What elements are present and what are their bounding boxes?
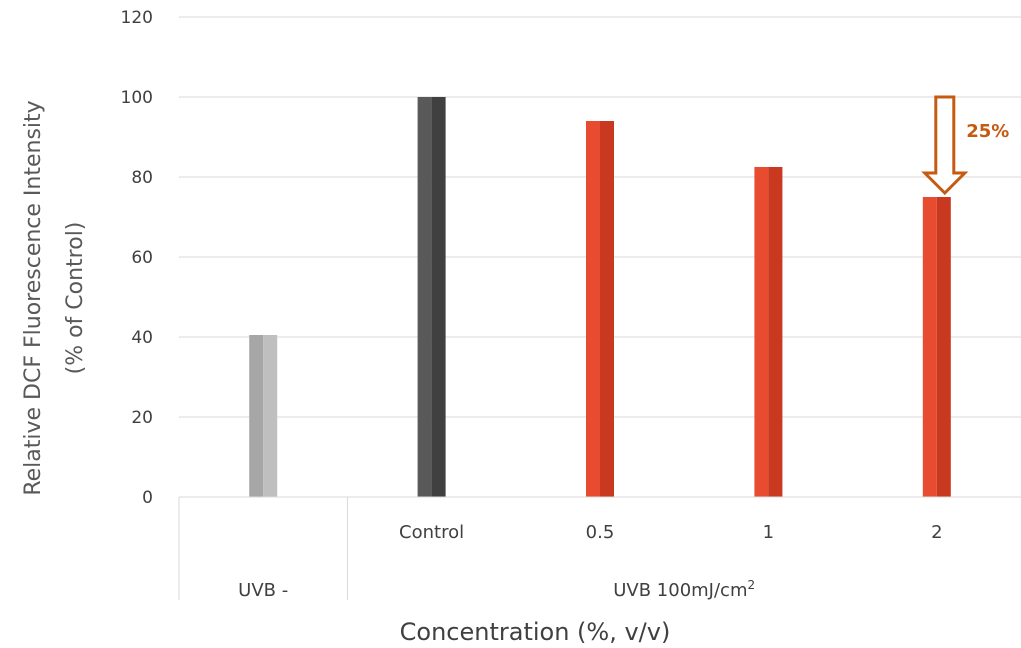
bar-left-face: [922, 197, 937, 497]
bar-right-face: [600, 121, 614, 497]
bar: [249, 335, 278, 497]
group-label-superscript: 2: [748, 578, 756, 592]
bar-left-face: [586, 121, 600, 497]
y-tick-label: 60: [131, 248, 153, 268]
y-tick-label: 0: [142, 488, 153, 508]
category-label: 0.5: [586, 522, 615, 543]
bar: [754, 167, 783, 497]
group-label: UVB 100mJ/cm2: [613, 578, 755, 601]
bar-left-face: [417, 97, 432, 497]
category-label: 2: [931, 522, 942, 543]
bars: [249, 97, 951, 497]
bar: [586, 121, 614, 497]
y-tick-labels: 0 20 40 60 80 100 120: [121, 8, 153, 508]
category-label: 1: [763, 522, 774, 543]
bar-left-face: [249, 335, 264, 497]
group-label: UVB -: [238, 580, 288, 601]
x-axis-title: Concentration (%, v/v): [400, 618, 671, 646]
bar-right-face: [431, 97, 446, 497]
y-tick-label: 40: [131, 328, 153, 348]
down-arrow-icon: [921, 95, 969, 196]
y-axis-title-line2: (% of Control): [63, 222, 88, 375]
y-tick-label: 100: [121, 88, 153, 108]
annotation-label: 25%: [966, 121, 1009, 142]
y-axis-title-line1: Relative DCF Fluorescence Intensity: [21, 100, 46, 495]
annotation: 25%: [921, 95, 1009, 196]
y-tick-label: 20: [131, 408, 153, 428]
y-tick-label: 120: [121, 8, 153, 28]
y-tick-label: 80: [131, 168, 153, 188]
bar: [922, 197, 951, 497]
bar-right-face: [768, 167, 783, 497]
category-label: Control: [399, 522, 464, 543]
bar: [417, 97, 446, 497]
category-axis: Control 0.5 1 2 UVB - UVB 100mJ/cm2: [178, 496, 1021, 601]
bar-right-face: [936, 197, 951, 497]
y-axis-title: Relative DCF Fluorescence Intensity (% o…: [21, 100, 88, 495]
bar-left-face: [754, 167, 769, 497]
bar-right-face: [263, 335, 278, 497]
